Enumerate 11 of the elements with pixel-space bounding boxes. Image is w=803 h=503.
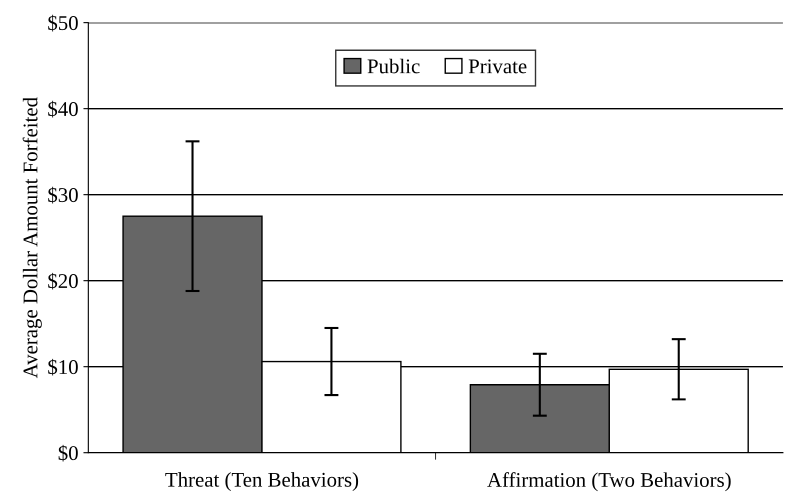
y-tick-label: $50 <box>48 14 78 32</box>
x-tick-label: Threat (Ten Behaviors) <box>165 472 358 492</box>
y-tick-label: $10 <box>48 358 78 376</box>
y-tick-label: $0 <box>58 444 78 462</box>
legend-label: Private <box>468 59 526 74</box>
y-tick-label: $20 <box>48 272 78 290</box>
x-tick-label: Affirmation (Two Behaviors) <box>487 472 731 492</box>
y-axis-title: Average Dollar Amount Forfeited <box>22 97 42 378</box>
legend-label: Public <box>368 58 420 74</box>
y-tick-label: $30 <box>48 186 78 204</box>
y-tick-label: $40 <box>48 100 78 118</box>
